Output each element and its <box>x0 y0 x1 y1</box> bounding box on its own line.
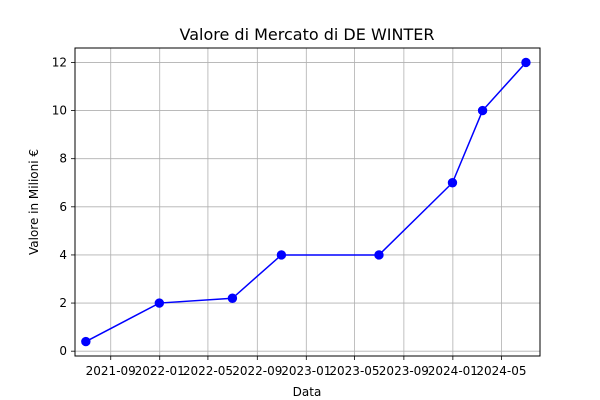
y-tick-label: 4 <box>59 248 67 262</box>
data-point <box>477 105 488 116</box>
y-tick-label: 6 <box>59 200 67 214</box>
series-layer <box>81 57 531 347</box>
x-tick-label: 2024-01 <box>428 364 478 378</box>
data-point <box>276 250 287 260</box>
x-tick-label: 2023-05 <box>329 364 379 378</box>
x-tick-label: 2024-05 <box>476 364 526 378</box>
data-point <box>81 336 91 347</box>
data-point <box>227 293 238 303</box>
data-point <box>447 178 458 188</box>
y-tick-label: 8 <box>59 152 67 166</box>
y-tick-label: 2 <box>59 296 67 310</box>
x-tick-label: 2023-09 <box>379 364 429 378</box>
x-tick-label: 2022-05 <box>183 364 233 378</box>
y-axis-title: Valore in Milioni € <box>27 149 41 255</box>
data-point <box>154 298 165 308</box>
chart-title: Valore di Mercato di DE WINTER <box>180 25 435 44</box>
x-tick-label: 2023-01 <box>281 364 331 378</box>
x-tick-label: 2022-01 <box>135 364 185 378</box>
data-point <box>521 57 531 68</box>
x-tick-label: 2022-09 <box>232 364 282 378</box>
series-line <box>85 61 527 343</box>
x-axis-title: Data <box>293 385 322 399</box>
y-tick-label: 10 <box>52 104 67 118</box>
grid <box>75 48 540 356</box>
y-tick-label: 0 <box>59 344 67 358</box>
data-point <box>374 250 384 260</box>
plot-frame <box>74 47 541 357</box>
x-tick-label: 2021-09 <box>86 364 136 378</box>
y-tick-label: 12 <box>52 55 67 69</box>
